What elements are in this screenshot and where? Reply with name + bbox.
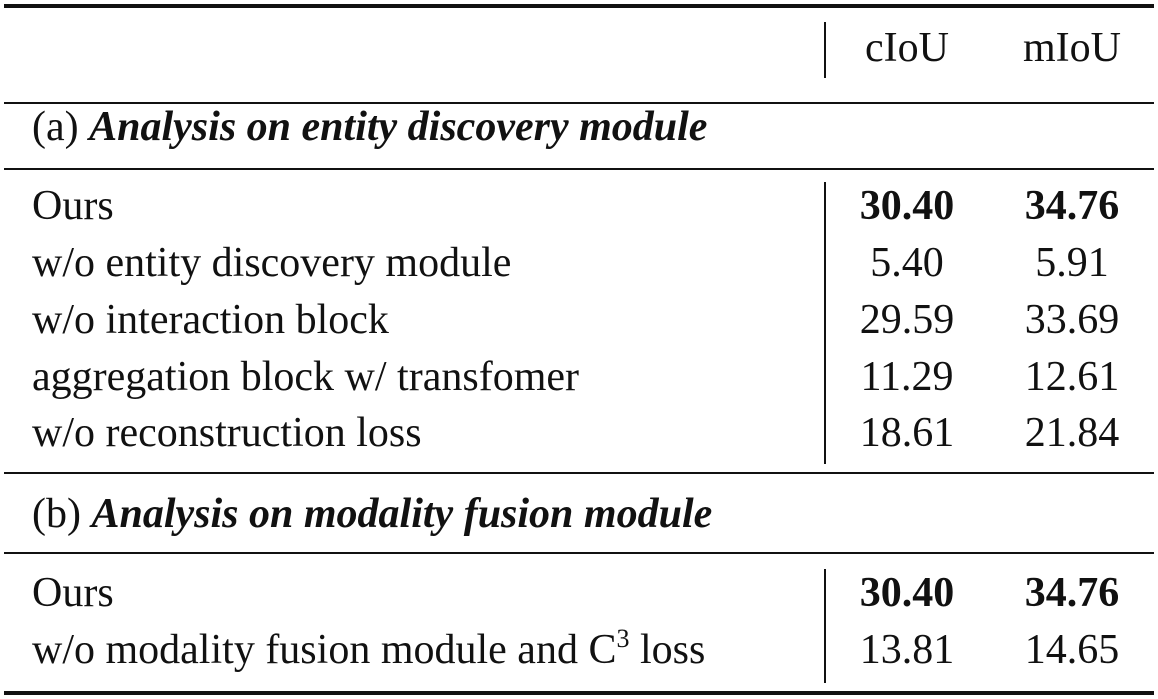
section-a-title: (a) Analysis on entity discovery module: [32, 99, 707, 155]
row-miou: 14.65: [1024, 627, 1120, 673]
row-label: w/o modality fusion module and C3 loss: [32, 622, 705, 678]
row-label-superscript: 3: [616, 624, 630, 653]
row-label: w/o interaction block: [32, 297, 389, 343]
row-ciou: 11.29: [860, 354, 954, 400]
row-label: w/o reconstruction loss: [32, 410, 422, 456]
header-ciou: cIoU: [865, 25, 949, 71]
header-miou: mIoU: [1023, 25, 1121, 71]
top-rule: [4, 4, 1154, 8]
section-a-prefix: (a): [32, 104, 79, 150]
row-miou: 21.84: [1024, 410, 1120, 456]
row-miou: 5.91: [1035, 240, 1109, 286]
section-b-heading: Analysis on modality fusion module: [91, 491, 713, 537]
column-separator-section-a: [824, 182, 826, 464]
row-label: Ours: [32, 183, 114, 229]
section-a-title-rule: [4, 102, 1154, 104]
bottom-rule: [4, 691, 1154, 695]
section-b-prefix: (b): [32, 491, 81, 537]
section-a-heading: Analysis on entity discovery module: [89, 104, 708, 150]
row-ciou: 18.61: [859, 410, 955, 456]
row-ciou: 30.40: [859, 570, 955, 616]
row-label: Ours: [32, 570, 114, 616]
column-separator-header: [824, 22, 826, 78]
row-label-text: w/o modality fusion module and C: [32, 627, 617, 673]
section-a-header-rule: [4, 168, 1154, 170]
column-separator-section-b: [824, 569, 826, 683]
row-miou: 12.61: [1024, 354, 1120, 400]
row-ciou: 30.40: [859, 183, 955, 229]
row-ciou: 29.59: [859, 297, 955, 343]
section-b-title: (b) Analysis on modality fusion module: [32, 486, 712, 542]
section-b-header-rule: [4, 552, 1154, 554]
row-label-suffix: loss: [629, 627, 706, 673]
row-miou: 34.76: [1024, 183, 1120, 229]
row-miou: 33.69: [1024, 297, 1120, 343]
row-label: aggregation block w/ transfomer: [32, 354, 579, 400]
row-miou: 34.76: [1024, 570, 1120, 616]
row-ciou: 13.81: [859, 627, 955, 673]
row-label: w/o entity discovery module: [32, 240, 512, 286]
section-b-title-rule: [4, 472, 1154, 474]
row-ciou: 5.40: [870, 240, 944, 286]
